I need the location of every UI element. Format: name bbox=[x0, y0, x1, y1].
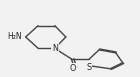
Text: N: N bbox=[52, 44, 58, 53]
Text: S: S bbox=[86, 63, 91, 72]
Text: O: O bbox=[70, 64, 76, 73]
Text: H₂N: H₂N bbox=[7, 32, 22, 42]
